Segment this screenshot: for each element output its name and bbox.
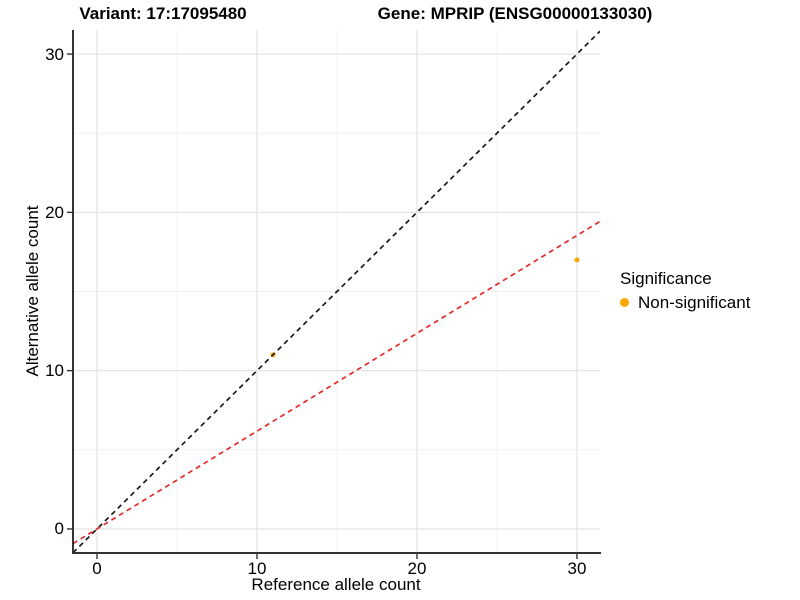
legend-title: Significance [620, 269, 712, 288]
x-axis-label: Reference allele count [251, 575, 421, 594]
fit-line [73, 220, 600, 545]
y-tick-label: 10 [45, 361, 64, 381]
x-tick-label: 0 [92, 559, 102, 578]
y-tick-label: 20 [45, 202, 64, 222]
x-tick-label: 30 [567, 559, 587, 578]
legend-item-non-significant: Non-significant [618, 292, 750, 313]
legend-item-label: Non-significant [638, 292, 751, 312]
identity-line [73, 30, 600, 553]
point-icon [620, 298, 629, 307]
data-point [574, 257, 580, 263]
x-tick-label: 20 [407, 559, 427, 578]
plot-title-variant: Variant: 17:17095480 [79, 4, 247, 23]
legend: Significance Non-significant [618, 268, 750, 313]
plot-title-gene: Gene: MPRIP (ENSG00000133030) [377, 4, 653, 23]
y-tick-label: 0 [54, 519, 64, 539]
y-tick-label: 30 [45, 44, 64, 64]
x-tick-label: 10 [247, 559, 267, 578]
